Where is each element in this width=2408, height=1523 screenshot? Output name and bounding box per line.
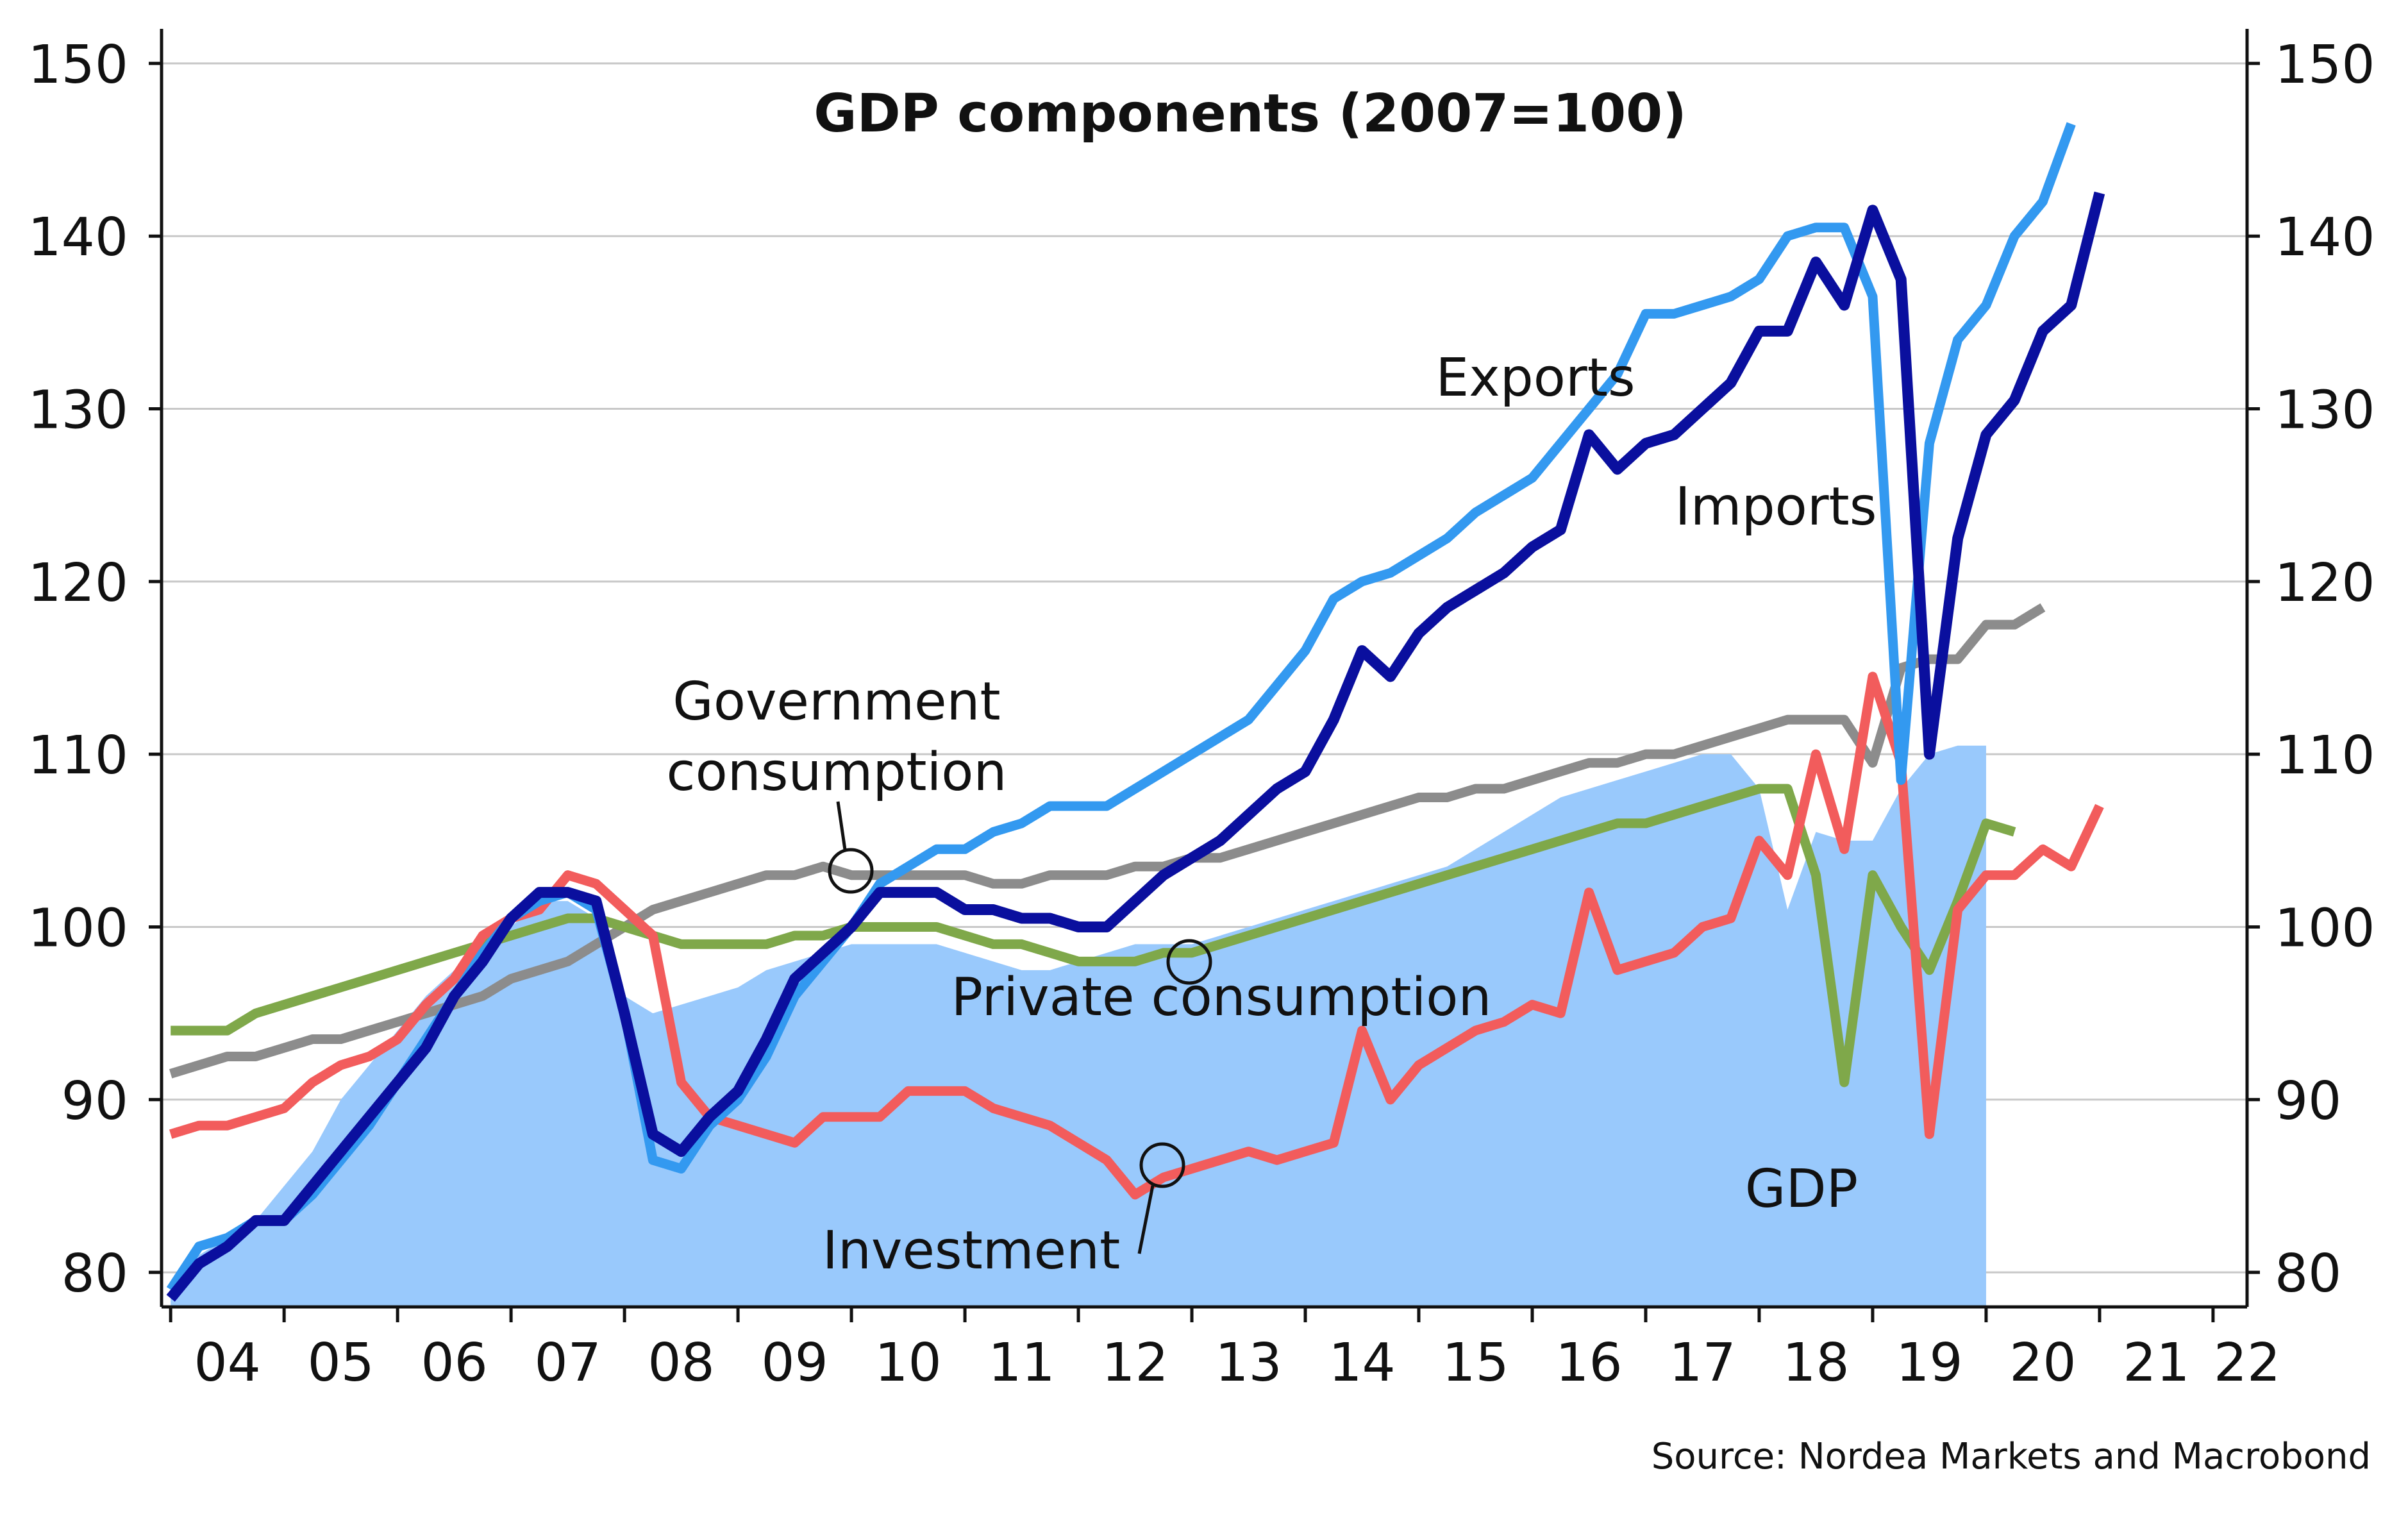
- x-tick-label-09: 09: [761, 1333, 828, 1393]
- x-tick-label-18: 18: [1782, 1333, 1849, 1393]
- series-area-gdp: [171, 745, 1986, 1307]
- x-tick-label-07: 07: [534, 1333, 601, 1393]
- x-tick-label-20: 20: [2009, 1333, 2076, 1393]
- investment-pointer-circle: [1139, 1142, 1185, 1188]
- y-tick-label-right-150: 150: [2275, 35, 2375, 96]
- x-tick-label-10: 10: [874, 1333, 941, 1393]
- chart-title: GDP components (2007=100): [814, 83, 1686, 144]
- label-gdp: GDP: [1745, 1159, 1858, 1220]
- x-tick-label-21: 21: [2123, 1333, 2189, 1393]
- y-tick-label-right-100: 100: [2275, 898, 2375, 959]
- x-tick-label-17: 17: [1669, 1333, 1735, 1393]
- government-pointer-circle: [828, 848, 874, 894]
- y-tick-label-right-130: 130: [2275, 380, 2375, 441]
- gdp-area-layer: [171, 745, 1986, 1307]
- label-imports: Imports: [1675, 476, 1877, 537]
- series-line-investment: [169, 671, 2104, 1200]
- y-tick-label-left-100: 100: [28, 898, 128, 959]
- x-tick-label-14: 14: [1328, 1333, 1395, 1393]
- x-tick-label-08: 08: [648, 1333, 714, 1393]
- y-tick-label-right-80: 80: [2275, 1243, 2341, 1304]
- y-tick-label-right-110: 110: [2275, 725, 2375, 786]
- government-pointer-line: [836, 801, 847, 850]
- x-tick-label-15: 15: [1442, 1333, 1509, 1393]
- label-government-line2: consumption: [667, 742, 1007, 803]
- y-tick-label-left-90: 90: [62, 1071, 128, 1132]
- axes: 80 80 90 90 100 100 110 110 120 120 130 130 140 140 15…: [28, 29, 2375, 1393]
- x-tick-label-11: 11: [988, 1333, 1055, 1393]
- private-pointer-circle: [1166, 939, 1212, 985]
- y-tick-label-left-140: 140: [28, 207, 128, 268]
- x-tick-label-16: 16: [1555, 1333, 1622, 1393]
- y-tick-label-left-150: 150: [28, 35, 128, 96]
- series-line-imports: [166, 191, 2105, 1302]
- series-lines-layer: [166, 122, 2105, 1302]
- y-tick-label-right-120: 120: [2275, 553, 2375, 614]
- investment-pointer-line: [1137, 1185, 1155, 1254]
- y-tick-label-left-80: 80: [62, 1243, 128, 1304]
- source-note: Source: Nordea Markets and Macrobond: [1651, 1436, 2371, 1477]
- x-tick-label-04: 04: [194, 1333, 260, 1393]
- y-tick-label-right-90: 90: [2275, 1071, 2341, 1132]
- x-tick-label-06: 06: [421, 1333, 487, 1393]
- y-tick-label-left-120: 120: [28, 553, 128, 614]
- x-tick-label-13: 13: [1215, 1333, 1282, 1393]
- label-private-consumption: Private consumption: [951, 967, 1492, 1028]
- y-tick-label-left-110: 110: [28, 725, 128, 786]
- x-tick-label-12: 12: [1101, 1333, 1168, 1393]
- x-tick-label-19: 19: [1896, 1333, 1962, 1393]
- y-tick-label-left-130: 130: [28, 380, 128, 441]
- x-tick-label-22: 22: [2214, 1333, 2280, 1393]
- label-exports: Exports: [1435, 348, 1635, 408]
- annotations: GDP components (2007=100) Source: Nordea…: [667, 83, 2371, 1477]
- x-tick-label-05: 05: [307, 1333, 374, 1393]
- series-line-government-consumption: [169, 603, 2046, 1079]
- y-tick-label-right-140: 140: [2275, 207, 2375, 268]
- label-government-line1: Government: [673, 671, 1000, 732]
- label-investment: Investment: [823, 1220, 1120, 1281]
